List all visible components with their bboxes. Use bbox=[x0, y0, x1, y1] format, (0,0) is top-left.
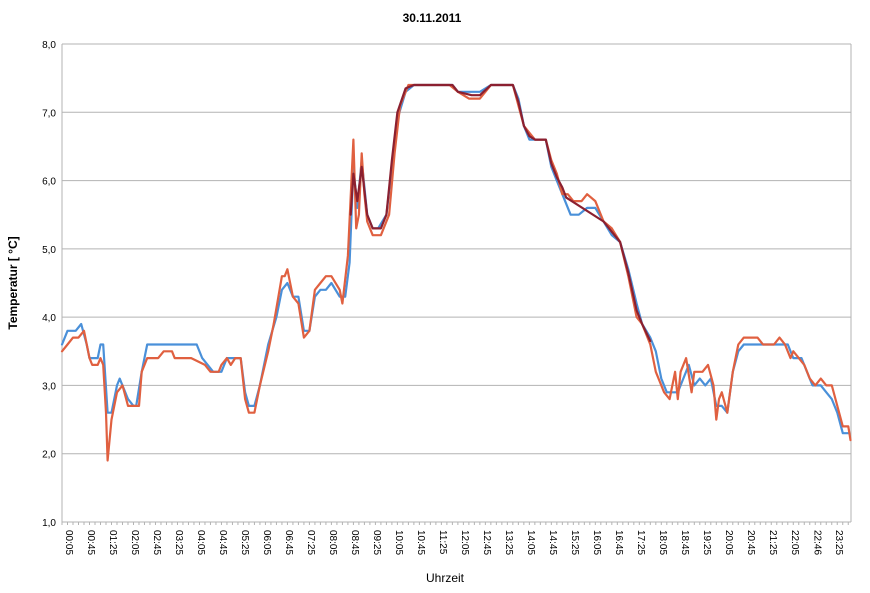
x-tick-label: 14:05 bbox=[525, 530, 536, 555]
x-axis-title: Uhrzeit bbox=[426, 571, 465, 585]
x-tick-label: 02:05 bbox=[129, 530, 140, 555]
x-tick-label: 11:25 bbox=[437, 530, 448, 555]
series-lines bbox=[60, 83, 852, 462]
x-tick-label: 22:05 bbox=[789, 530, 800, 555]
y-tick-label: 6,0 bbox=[42, 177, 56, 188]
series-line-1 bbox=[60, 83, 850, 435]
x-tick-label: 14:45 bbox=[547, 530, 558, 555]
gridlines bbox=[62, 43, 851, 523]
y-tick-label: 5,0 bbox=[42, 245, 56, 256]
x-tick-label: 08:05 bbox=[327, 530, 338, 555]
x-tick-label: 10:05 bbox=[393, 530, 404, 555]
y-tick-label: 1,0 bbox=[42, 518, 56, 529]
x-tick-label: 07:25 bbox=[305, 530, 316, 555]
x-tick-label: 12:45 bbox=[481, 530, 492, 555]
x-tick-label: 22:46 bbox=[811, 530, 822, 555]
x-tick-label: 20:05 bbox=[723, 530, 734, 555]
x-tick-label: 16:05 bbox=[591, 530, 602, 555]
x-tick-label: 23:25 bbox=[833, 530, 844, 555]
x-tick-label: 16:45 bbox=[613, 530, 624, 555]
x-tick-label: 08:45 bbox=[349, 530, 360, 555]
x-tick-label: 06:05 bbox=[261, 530, 272, 555]
y-tick-label: 4,0 bbox=[42, 313, 56, 324]
x-tick-label: 10:45 bbox=[415, 530, 426, 555]
x-tick-label: 03:25 bbox=[173, 530, 184, 555]
y-tick-label: 3,0 bbox=[42, 381, 56, 392]
x-tick-label: 09:25 bbox=[371, 530, 382, 555]
y-tick-label: 8,0 bbox=[42, 40, 56, 51]
x-tick-label: 20:45 bbox=[745, 530, 756, 555]
x-tick-label: 19:25 bbox=[701, 530, 712, 555]
x-tick-label: 06:45 bbox=[283, 530, 294, 555]
x-tick-label: 12:05 bbox=[459, 530, 470, 555]
y-tick-labels: 1,0 2,0 3,0 4,0 5,0 6,0 7,0 8,0 bbox=[42, 40, 56, 529]
x-tick-label: 05:25 bbox=[239, 530, 250, 555]
x-tick-labels: 00:05 00:45 01:25 02:05 02:45 03:25 04:05 04:45… bbox=[63, 530, 844, 555]
y-tick-label: 7,0 bbox=[42, 108, 56, 119]
series-line-2 bbox=[60, 83, 852, 462]
x-tick-label: 04:05 bbox=[195, 530, 206, 555]
x-tick-label: 00:45 bbox=[85, 530, 96, 555]
x-tick-label: 21:25 bbox=[767, 530, 778, 555]
x-tick-label: 13:25 bbox=[503, 530, 514, 555]
x-tick-label: 15:25 bbox=[569, 530, 580, 555]
x-tick-label: 18:45 bbox=[679, 530, 690, 555]
x-tick-label: 01:25 bbox=[107, 530, 118, 555]
x-tick-label: 02:45 bbox=[151, 530, 162, 555]
chart-title: 30.11.2011 bbox=[403, 11, 462, 25]
y-tick-label: 2,0 bbox=[42, 450, 56, 461]
axes bbox=[61, 44, 852, 525]
x-tick-label: 18:05 bbox=[657, 530, 668, 555]
x-tick-label: 00:05 bbox=[63, 530, 74, 555]
x-tick-label: 04:45 bbox=[217, 530, 228, 555]
series-line-3 bbox=[349, 83, 652, 343]
x-tick-label: 17:25 bbox=[635, 530, 646, 555]
y-axis-title: Temperatur [ °C] bbox=[6, 236, 20, 329]
